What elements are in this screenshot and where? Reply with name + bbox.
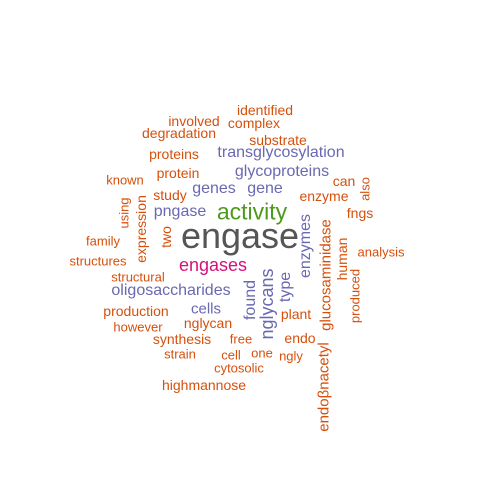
word-family: family xyxy=(86,233,120,249)
word-also: also xyxy=(357,177,373,201)
word-proteins: proteins xyxy=(149,146,199,162)
word-endo: endo xyxy=(284,330,316,346)
word-structural: structural xyxy=(111,269,165,285)
word-found: found xyxy=(242,279,259,321)
word-ngly: ngly xyxy=(279,348,303,364)
word-endobnacetyl: endoβnacetyl xyxy=(315,342,333,432)
word-enzyme: enzyme xyxy=(299,188,349,204)
word-glycoproteins: glycoproteins xyxy=(234,163,330,180)
word-cytosolic: cytosolic xyxy=(214,360,264,376)
word-cells: cells xyxy=(190,300,222,318)
word-type: type xyxy=(277,271,294,303)
word-glucosaminidase: glucosaminidase xyxy=(317,219,335,331)
word-identified: identified xyxy=(236,102,294,118)
word-degradation: degradation xyxy=(142,125,216,141)
word-nglycans: nglycans xyxy=(257,268,277,340)
word-nglycan: nglycan xyxy=(183,315,233,331)
word-structures: structures xyxy=(69,253,127,269)
word-strain: strain xyxy=(164,346,196,362)
word-free: free xyxy=(229,331,253,347)
word-enzymes: enzymes xyxy=(297,213,314,279)
word-engase: engase xyxy=(180,215,300,256)
word-produced: produced xyxy=(347,268,363,324)
word-using: using xyxy=(116,197,132,229)
word-pngase: pngase xyxy=(153,203,207,220)
word-production: production xyxy=(103,303,169,319)
word-activity: activity xyxy=(216,198,288,225)
word-engases: engases xyxy=(178,255,248,275)
word-however: however xyxy=(113,319,163,335)
word-protein: protein xyxy=(156,165,200,181)
word-involved: involved xyxy=(168,113,220,129)
word-gene: gene xyxy=(247,180,283,197)
word-substrate: substrate xyxy=(249,132,307,148)
word-synthesis: synthesis xyxy=(152,331,212,347)
word-known: known xyxy=(106,172,144,188)
word-one: one xyxy=(251,345,273,361)
word-analysis: analysis xyxy=(357,244,405,260)
word-oligosaccharides: oligosaccharides xyxy=(111,282,231,299)
word-genes: genes xyxy=(192,180,236,197)
word-fngs: fngs xyxy=(346,205,374,221)
word-highmannose: highmannose xyxy=(161,377,247,393)
word-plant: plant xyxy=(280,306,312,322)
word-study: study xyxy=(153,187,187,203)
word-two: two xyxy=(158,226,174,248)
word-can: can xyxy=(332,173,356,189)
word-cell: cell xyxy=(221,347,241,363)
word-transglycosylation: transglycosylation xyxy=(217,144,345,161)
word-expression: expression xyxy=(133,195,149,263)
word-complex: complex xyxy=(227,115,281,131)
